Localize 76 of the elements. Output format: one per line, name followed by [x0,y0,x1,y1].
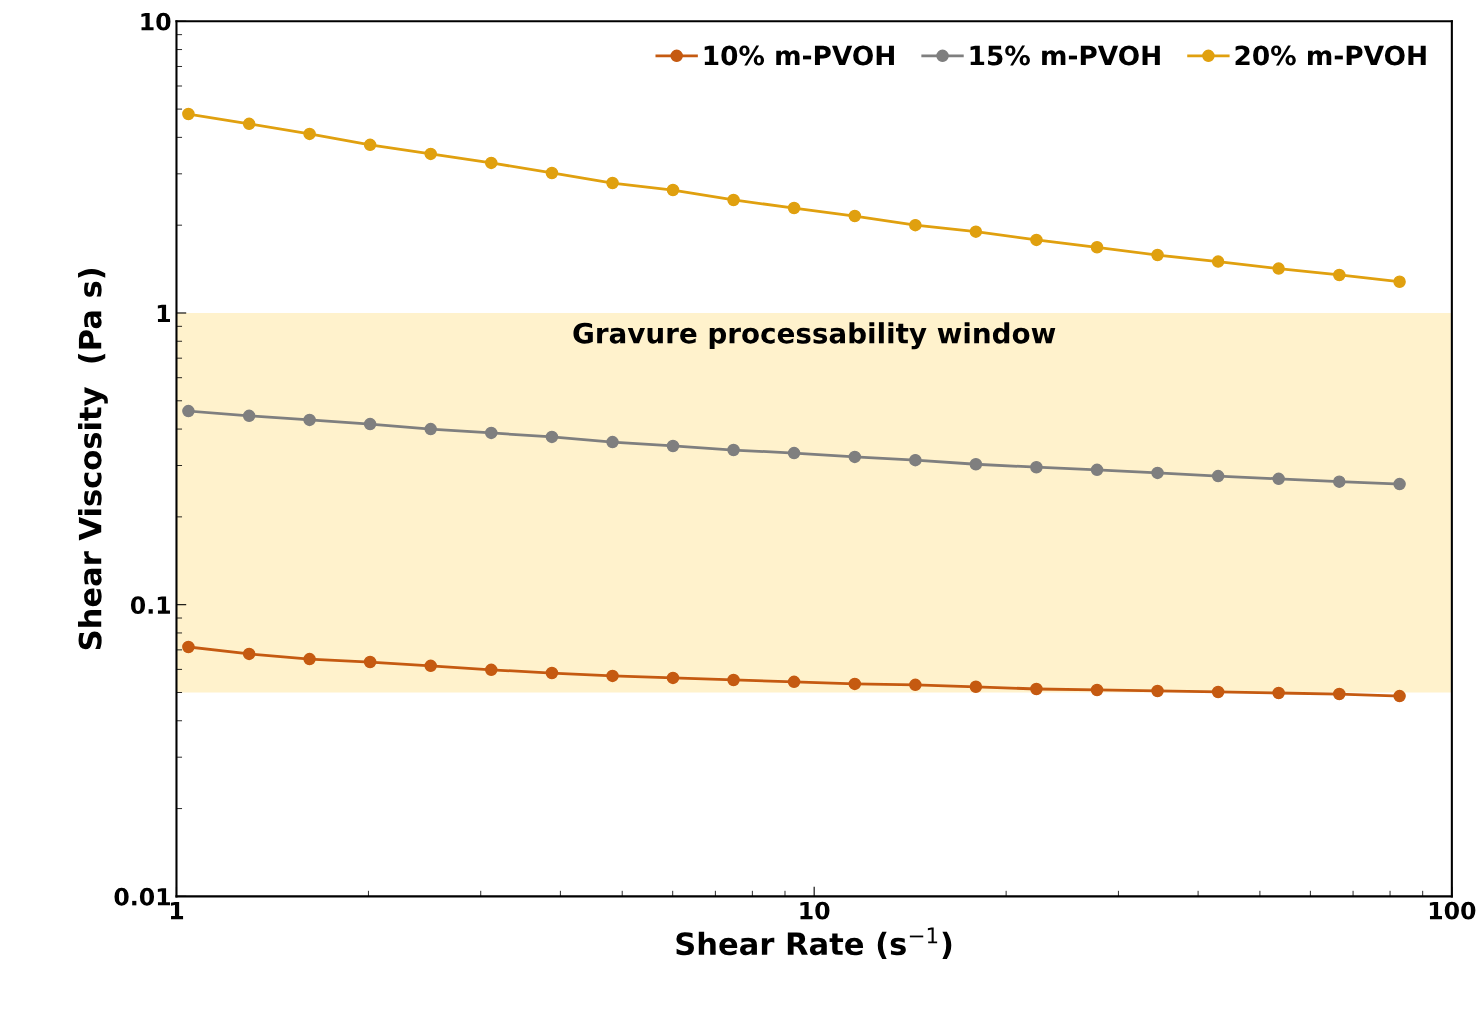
point [424,147,437,161]
point [182,404,195,418]
x-axis-title: Shear Rate (s$^{−1}$) [676,927,952,959]
point [909,678,922,692]
point [1090,241,1104,254]
point [424,659,437,673]
point [969,225,983,238]
y-tick-label: 1 [157,304,170,322]
point [666,183,680,197]
point [727,443,740,457]
point [606,176,619,190]
point [424,422,437,436]
point [1272,262,1285,275]
point [1211,685,1225,699]
point [666,439,680,453]
legend-label: 20% m-PVOH [1235,45,1426,66]
point [182,107,195,121]
point [363,138,377,152]
point [363,417,377,431]
point [363,655,377,669]
point [1151,466,1164,480]
point [182,640,195,654]
band-label: Gravure processability window [573,322,1056,350]
point [303,413,316,427]
legend-label: 15% m-PVOH [970,45,1160,66]
point [242,117,256,131]
point [545,166,559,180]
y-tick-label: 0.01 [114,887,170,906]
point [606,669,619,683]
point [909,453,922,467]
x-tick-label: 10 [800,901,830,920]
point [545,666,559,680]
point [484,426,498,440]
point [1030,233,1043,247]
point [969,680,983,694]
point [484,156,498,170]
point [1151,684,1164,698]
point [1272,686,1285,700]
point [727,673,740,687]
point [1090,463,1104,477]
point [1272,472,1285,486]
point [909,218,922,232]
y-axis-title: Shear Viscosity (Pa s) [78,268,108,650]
point [1151,248,1164,262]
point [242,647,256,661]
point [666,671,680,685]
y-tick-label: 10 [141,12,171,31]
point [848,450,862,464]
point [787,675,801,689]
point [969,457,983,471]
point [1090,683,1104,697]
point [545,430,559,444]
point [484,663,498,677]
point [1393,477,1406,491]
point [303,652,316,666]
point [606,435,619,449]
point [848,209,862,223]
x-tick-label: 100 [1429,901,1476,920]
point [787,201,801,215]
point [1333,268,1346,282]
point [303,127,316,141]
x-tick-label: 1 [170,901,184,920]
y-tick-label: 0.1 [130,596,170,614]
point [848,677,862,691]
point [1393,275,1406,288]
legend-label: 10% m-PVOH [704,45,894,66]
point [242,409,256,423]
point [1030,682,1043,696]
point [1333,475,1346,488]
point [1030,460,1043,474]
point [727,193,740,207]
point [1333,687,1346,701]
point [1211,255,1225,268]
point [1211,469,1225,483]
point [1393,689,1406,703]
point [787,446,801,460]
